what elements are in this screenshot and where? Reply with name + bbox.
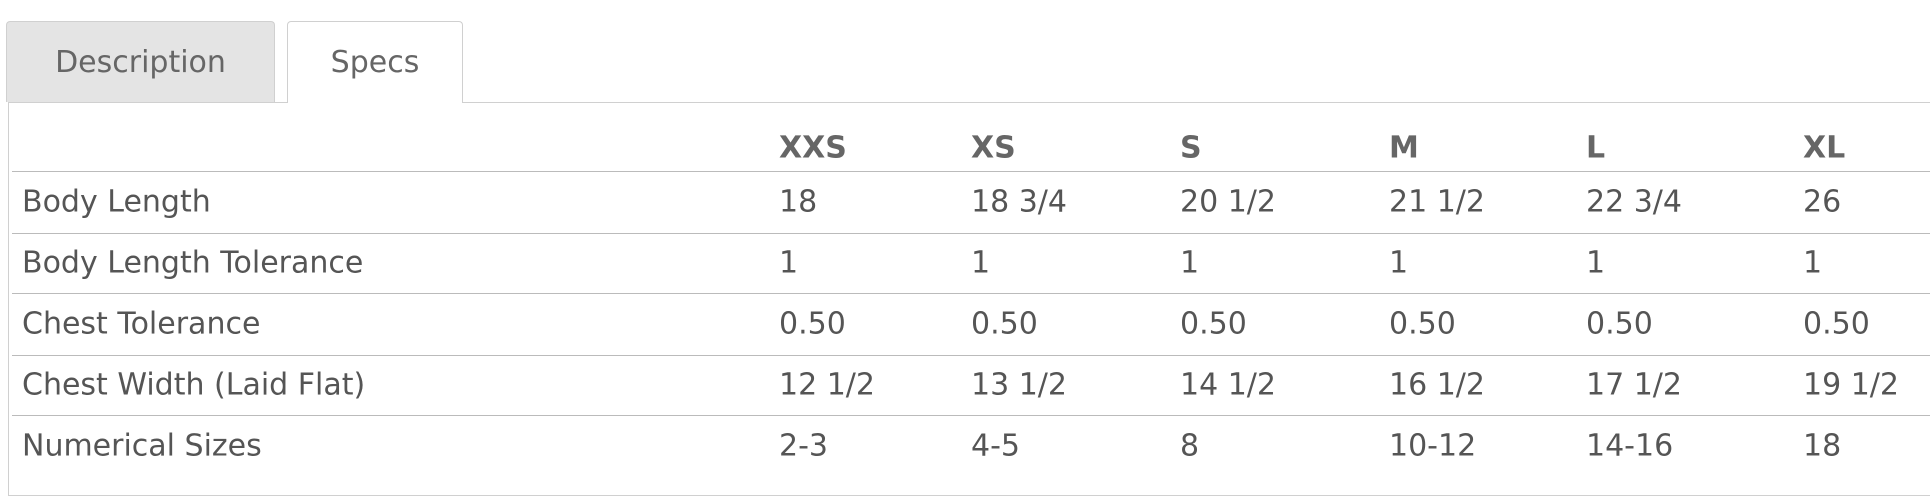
cell-value: 20 1/2 <box>1180 184 1276 220</box>
column-header: XL <box>1803 130 1846 166</box>
row-label: Numerical Sizes <box>22 428 262 464</box>
cell-value: 10-12 <box>1389 428 1477 464</box>
cell-value: 4-5 <box>971 428 1020 464</box>
cell-value: 18 <box>779 184 818 220</box>
column-header: S <box>1180 130 1202 166</box>
column-header: XXS <box>779 130 847 166</box>
cell-value: 0.50 <box>1803 306 1870 342</box>
cell-value: 22 3/4 <box>1586 184 1682 220</box>
row-divider <box>12 293 1930 294</box>
cell-value: 12 1/2 <box>779 367 875 403</box>
cell-value: 0.50 <box>1180 306 1247 342</box>
cell-value: 16 1/2 <box>1389 367 1485 403</box>
cell-value: 14-16 <box>1586 428 1674 464</box>
cell-value: 0.50 <box>971 306 1038 342</box>
row-label: Chest Tolerance <box>22 306 261 342</box>
row-label: Chest Width (Laid Flat) <box>22 367 366 403</box>
column-header: XS <box>971 130 1016 166</box>
tab[interactable]: Specs <box>287 21 463 103</box>
panel <box>8 102 1930 496</box>
cell-value: 1 <box>779 245 799 281</box>
cell-value: 8 <box>1180 428 1200 464</box>
cell-value: 13 1/2 <box>971 367 1067 403</box>
cell-value: 0.50 <box>1586 306 1653 342</box>
cell-value: 17 1/2 <box>1586 367 1682 403</box>
tab[interactable]: Description <box>6 21 275 102</box>
row-divider <box>12 171 1930 172</box>
column-header: M <box>1389 130 1419 166</box>
cell-value: 18 3/4 <box>971 184 1067 220</box>
cell-value: 18 <box>1803 428 1842 464</box>
cell-value: 1 <box>1803 245 1823 281</box>
cell-value: 1 <box>1586 245 1606 281</box>
cell-value: 1 <box>971 245 991 281</box>
row-divider <box>12 233 1930 234</box>
cell-value: 19 1/2 <box>1803 367 1899 403</box>
cell-value: 14 1/2 <box>1180 367 1276 403</box>
row-divider <box>12 355 1930 356</box>
cell-value: 26 <box>1803 184 1842 220</box>
cell-value: 1 <box>1180 245 1200 281</box>
row-label: Body Length <box>22 184 211 220</box>
row-divider <box>12 415 1930 416</box>
cell-value: 1 <box>1389 245 1409 281</box>
cell-value: 0.50 <box>779 306 846 342</box>
cell-value: 0.50 <box>1389 306 1456 342</box>
column-header: L <box>1586 130 1606 166</box>
cell-value: 2-3 <box>779 428 828 464</box>
row-label: Body Length Tolerance <box>22 245 364 281</box>
cell-value: 21 1/2 <box>1389 184 1485 220</box>
